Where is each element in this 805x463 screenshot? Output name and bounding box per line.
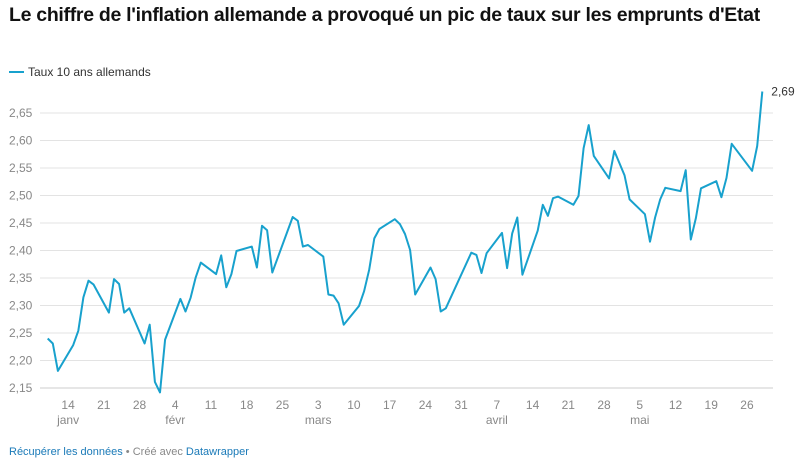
end-value-label: 2,69 xyxy=(771,85,795,99)
legend: Taux 10 ans allemands xyxy=(9,65,151,79)
x-tick-label: 19 xyxy=(705,398,719,412)
x-tick-label: 28 xyxy=(597,398,611,412)
legend-label: Taux 10 ans allemands xyxy=(28,65,151,79)
x-month-label: févr xyxy=(165,413,185,427)
x-tick-label: 3 xyxy=(315,398,322,412)
x-tick-label: 17 xyxy=(383,398,397,412)
y-tick-label: 2,35 xyxy=(9,271,33,285)
x-tick-label: 4 xyxy=(172,398,179,412)
x-tick-label: 5 xyxy=(636,398,643,412)
y-tick-label: 2,20 xyxy=(9,354,33,368)
x-tick-label: 7 xyxy=(494,398,501,412)
x-month-label: avril xyxy=(486,413,508,427)
series-line-taux-10-ans xyxy=(46,91,764,394)
x-tick-label: 12 xyxy=(669,398,683,412)
x-month-label: janv xyxy=(56,413,79,427)
y-tick-label: 2,40 xyxy=(9,244,33,258)
x-tick-label: 11 xyxy=(205,398,218,412)
x-tick-label: 31 xyxy=(454,398,468,412)
y-tick-label: 2,65 xyxy=(9,106,33,120)
x-tick-label: 24 xyxy=(419,398,433,412)
x-tick-label: 21 xyxy=(562,398,576,412)
y-tick-label: 2,55 xyxy=(9,161,33,175)
x-tick-label: 21 xyxy=(97,398,111,412)
chart-title: Le chiffre de l'inflation allemande a pr… xyxy=(9,4,760,26)
footer: Récupérer les données • Créé avec Datawr… xyxy=(9,446,249,458)
y-tick-label: 2,15 xyxy=(9,381,33,395)
y-tick-label: 2,60 xyxy=(9,134,33,148)
x-tick-label: 28 xyxy=(133,398,147,412)
y-tick-label: 2,30 xyxy=(9,299,33,313)
x-tick-label: 14 xyxy=(526,398,540,412)
footer-separator: • Créé avec xyxy=(122,446,186,458)
y-tick-label: 2,45 xyxy=(9,216,33,230)
legend-swatch xyxy=(9,71,24,73)
x-tick-label: 10 xyxy=(347,398,361,412)
y-tick-label: 2,25 xyxy=(9,326,33,340)
datawrapper-link[interactable]: Datawrapper xyxy=(185,446,249,458)
x-month-label: mars xyxy=(305,413,332,427)
x-tick-label: 18 xyxy=(240,398,254,412)
get-data-link[interactable]: Récupérer les données xyxy=(9,446,123,458)
x-tick-label: 25 xyxy=(276,398,290,412)
x-tick-label: 26 xyxy=(740,398,754,412)
x-tick-label: 14 xyxy=(61,398,75,412)
y-tick-label: 2,50 xyxy=(9,189,33,203)
x-month-label: mai xyxy=(630,413,649,427)
